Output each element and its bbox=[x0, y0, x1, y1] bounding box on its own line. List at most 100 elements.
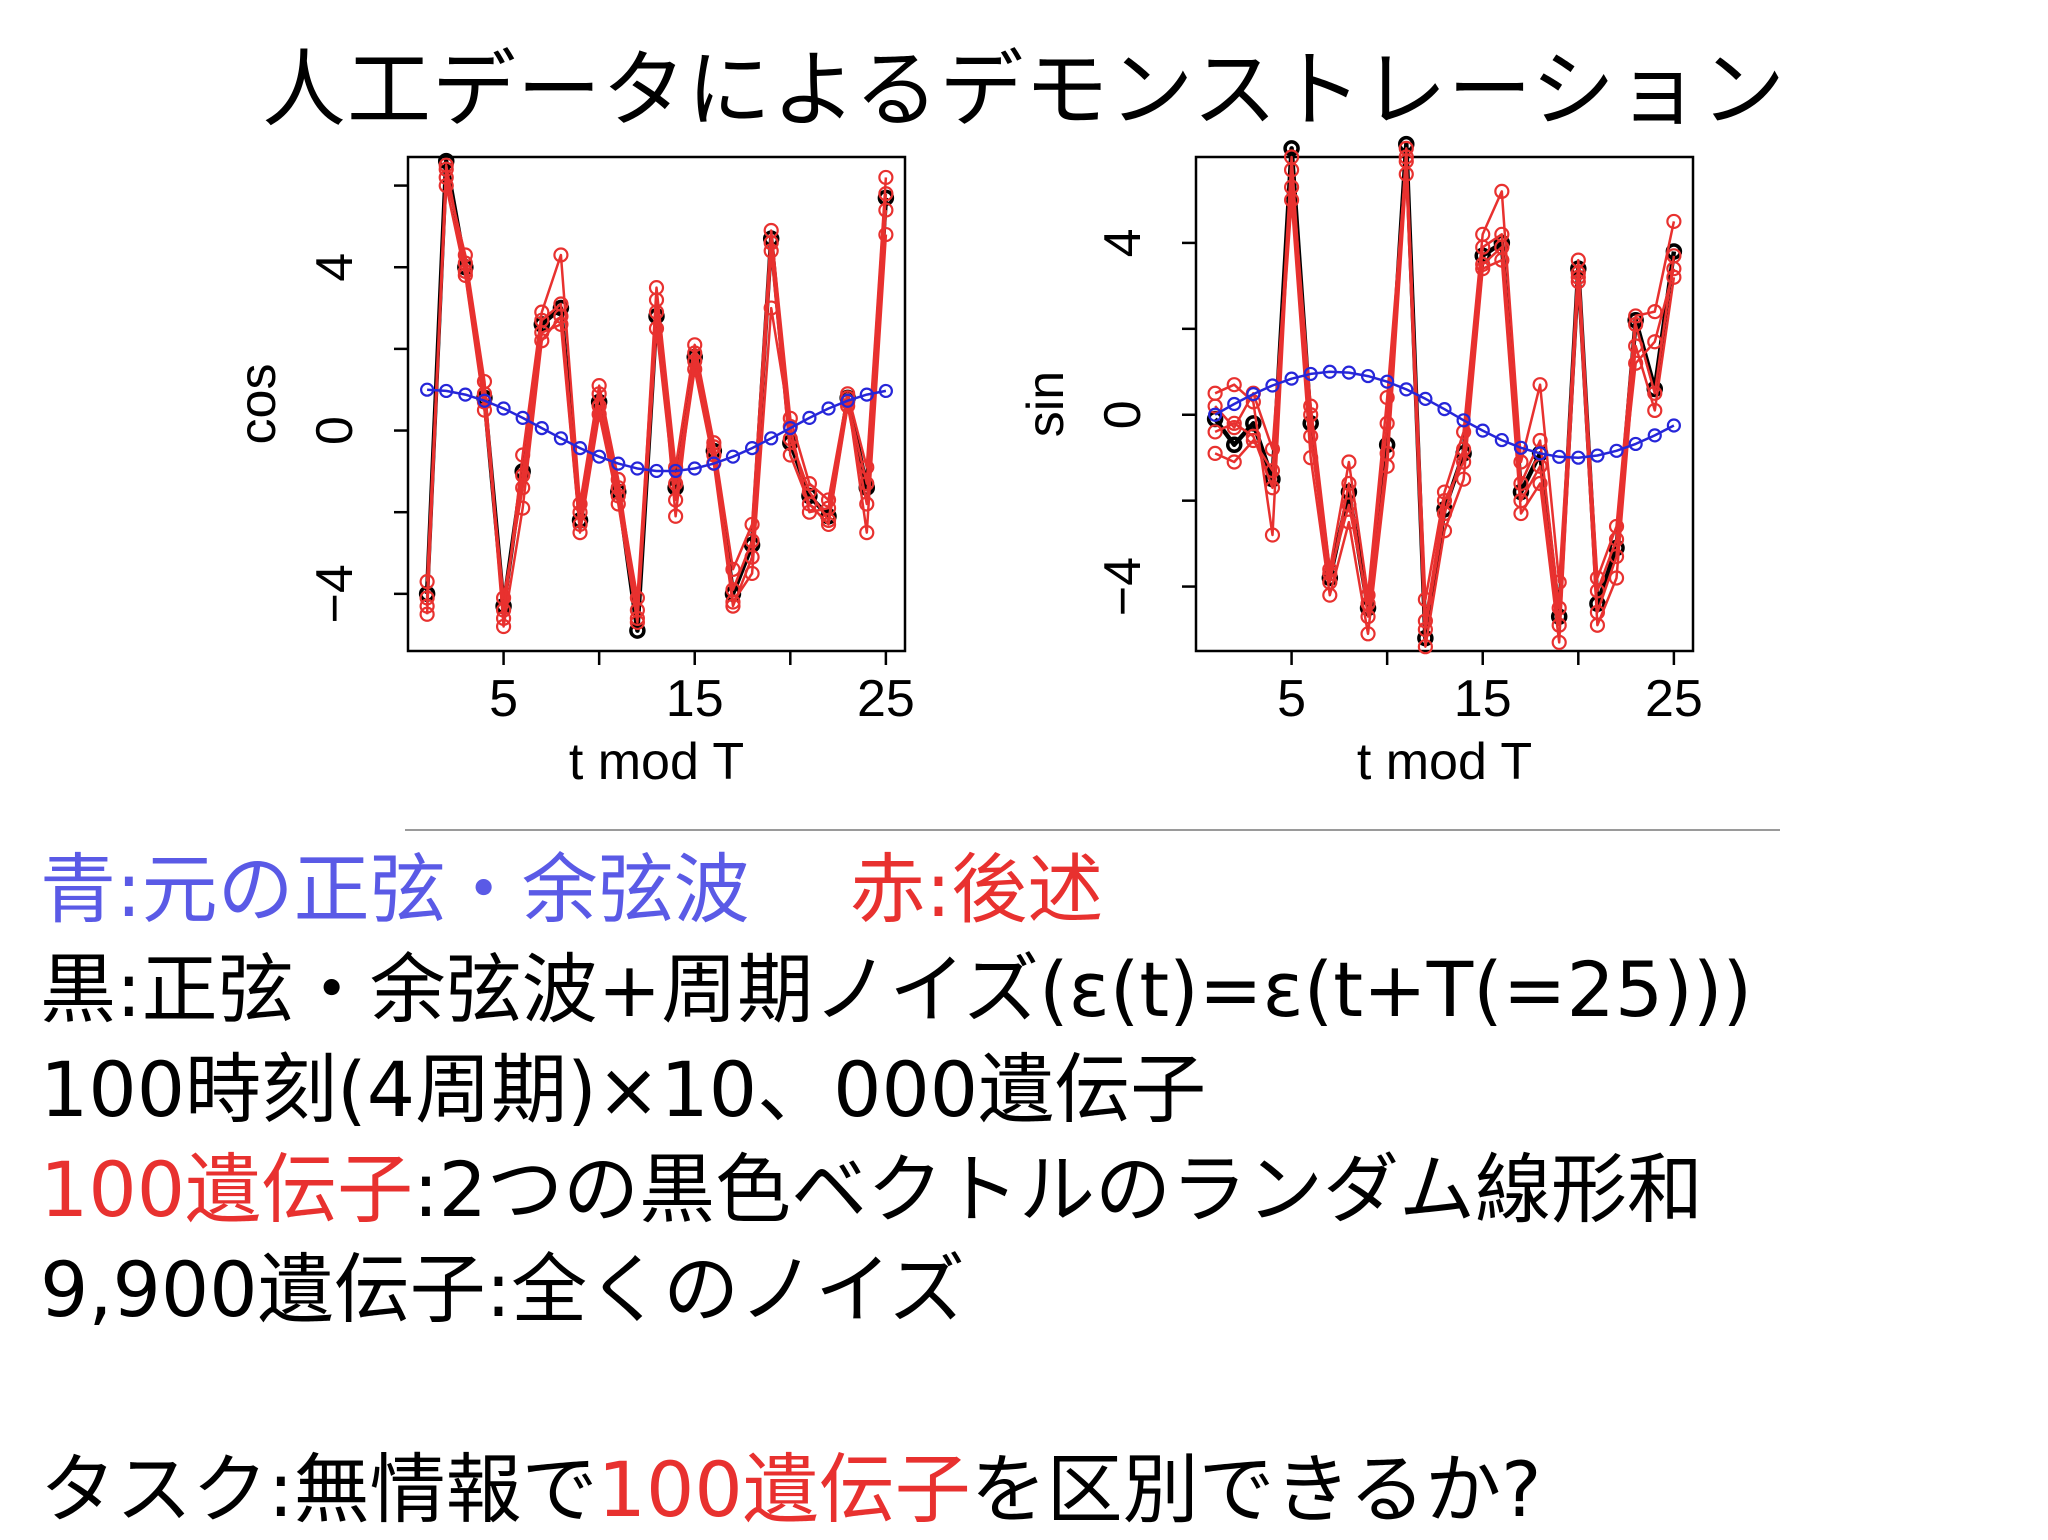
x-tick-label: 5 bbox=[489, 670, 518, 728]
data-point-red bbox=[515, 500, 531, 516]
data-point-red bbox=[1532, 475, 1548, 492]
data-point-red bbox=[1322, 574, 1338, 590]
data-point-red bbox=[744, 565, 760, 582]
x-tick-label: 5 bbox=[1277, 670, 1306, 728]
data-point-red bbox=[438, 157, 454, 173]
data-point-red bbox=[859, 476, 875, 492]
data-point-red bbox=[1283, 179, 1300, 195]
x-tick-label: 15 bbox=[1454, 670, 1512, 728]
series-line-red bbox=[1214, 155, 1676, 623]
data-point-red bbox=[591, 378, 607, 394]
data-point-blue bbox=[496, 401, 511, 416]
legend-blue: 青:元の正弦・余弦波 bbox=[40, 845, 750, 934]
data-point-blue bbox=[1475, 423, 1490, 438]
data-point-blue bbox=[439, 383, 454, 399]
data-point-red bbox=[878, 226, 894, 243]
series-line-red bbox=[425, 163, 888, 620]
x-tick-label: 15 bbox=[666, 670, 724, 728]
y-tick-label: −4 bbox=[306, 564, 364, 623]
data-point-red bbox=[859, 525, 875, 541]
genes100-rest: :2つの黒色ベクトルのランダム線形和 bbox=[413, 1145, 1704, 1234]
data-point-blue bbox=[1666, 418, 1681, 433]
y-tick-label: −4 bbox=[1094, 557, 1152, 616]
data-point-blue bbox=[1647, 428, 1662, 443]
series-line-red bbox=[425, 176, 888, 620]
data-point-red bbox=[1647, 385, 1663, 401]
data-point-black bbox=[1283, 140, 1300, 157]
black-description: 黒:正弦・余弦波+周期ノイズ(ε(t)=ε(t+T(=25))) bbox=[40, 945, 1753, 1034]
data-point-blue bbox=[534, 420, 549, 436]
charts: 5 15 25 −4 0 4 t mod T cos 5 15 25 −4 0 4 t mod T sin bbox=[229, 135, 1703, 791]
genes100-red: 100遺伝子 bbox=[40, 1145, 414, 1234]
data-point-black bbox=[1225, 436, 1243, 454]
data-point-red bbox=[1341, 454, 1357, 470]
data-point-red bbox=[1207, 398, 1223, 414]
data-point-red bbox=[1475, 256, 1491, 272]
data-point-blue bbox=[1437, 402, 1452, 417]
data-point-red bbox=[1303, 428, 1319, 444]
data-point-blue bbox=[1590, 448, 1605, 463]
task-line: タスク:無情報で100遺伝子を区別できるか? bbox=[40, 1440, 2030, 1540]
data-point-blue bbox=[706, 456, 721, 471]
data-point-red bbox=[1456, 471, 1472, 487]
x-axis-label: t mod T bbox=[569, 733, 744, 791]
data-point-red bbox=[1436, 523, 1453, 539]
data-point-red bbox=[1360, 626, 1376, 642]
plot-frame bbox=[406, 155, 907, 653]
data-point-red bbox=[534, 312, 550, 328]
data-point-red bbox=[1666, 248, 1682, 264]
data-point-red bbox=[457, 263, 473, 279]
data-point-red bbox=[1628, 355, 1644, 371]
data-point-red bbox=[1494, 183, 1510, 199]
data-point-red bbox=[1532, 377, 1548, 393]
data-point-blue bbox=[592, 449, 607, 464]
data-point-blue bbox=[840, 393, 855, 408]
data-point-red bbox=[515, 467, 531, 484]
data-point-red bbox=[534, 304, 550, 320]
y-tick-label: 0 bbox=[306, 416, 364, 445]
data-point-red bbox=[495, 618, 512, 635]
data-point-red bbox=[1608, 548, 1625, 565]
data-point-blue bbox=[1399, 382, 1414, 397]
data-point-blue bbox=[611, 456, 626, 471]
task-red: 100遺伝子 bbox=[597, 1445, 971, 1534]
data-point-red bbox=[1475, 239, 1491, 255]
data-point-red bbox=[1303, 450, 1319, 466]
data-point-red bbox=[572, 516, 588, 533]
data-point-red bbox=[534, 333, 550, 349]
data-point-blue bbox=[1418, 391, 1433, 406]
data-point-red bbox=[1226, 415, 1242, 431]
divider bbox=[405, 829, 1780, 831]
data-point-red bbox=[1226, 454, 1242, 470]
data-point-blue bbox=[1246, 387, 1261, 402]
data-point-red bbox=[1341, 497, 1357, 513]
data-point-red bbox=[1456, 441, 1472, 457]
data-point-red bbox=[1436, 505, 1453, 522]
data-point-blue bbox=[687, 461, 702, 476]
data-point-blue bbox=[764, 431, 779, 446]
data-point-red bbox=[1379, 415, 1395, 431]
legend-red: 赤:後述 bbox=[849, 845, 1104, 934]
data-point-red bbox=[1647, 304, 1663, 320]
plot-frame bbox=[1194, 155, 1695, 653]
data-point-blue bbox=[477, 393, 492, 408]
data-point-red bbox=[495, 602, 512, 618]
data-point-red bbox=[1264, 480, 1281, 496]
data-point-red bbox=[1589, 604, 1606, 620]
data-point-red bbox=[744, 533, 760, 549]
data-point-blue bbox=[1284, 371, 1299, 386]
data-point-blue bbox=[420, 382, 435, 397]
data-point-red bbox=[1245, 428, 1261, 444]
data-point-red bbox=[687, 353, 703, 369]
data-point-red bbox=[419, 606, 435, 622]
series-line-red bbox=[1214, 147, 1676, 631]
data-point-red bbox=[1494, 239, 1510, 255]
x-axis-label: t mod T bbox=[1357, 733, 1532, 791]
data-point-red bbox=[572, 525, 588, 541]
data-point-red bbox=[668, 508, 684, 524]
data-point-red bbox=[1379, 389, 1395, 406]
data-point-red bbox=[1628, 308, 1644, 324]
data-point-blue bbox=[1341, 365, 1357, 380]
data-point-red bbox=[1264, 527, 1281, 543]
data-point-red bbox=[1398, 140, 1414, 157]
